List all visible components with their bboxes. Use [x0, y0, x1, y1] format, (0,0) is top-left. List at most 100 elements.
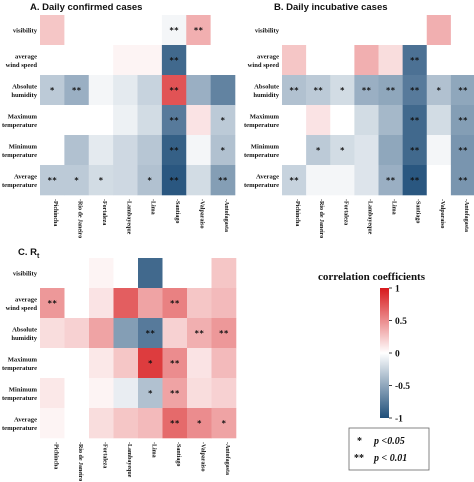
significance-mark: * — [148, 389, 153, 398]
significance-mark: * — [148, 359, 153, 368]
heatmap-cell — [426, 135, 452, 166]
heatmap-cell — [40, 105, 65, 136]
heatmap-cell — [282, 105, 307, 136]
heatmap-cell — [186, 15, 211, 46]
significance-mark: ** — [458, 86, 468, 95]
heatmap-cell — [210, 135, 236, 166]
row-label: average wind speed — [6, 53, 38, 69]
colorbar-tick-label: -0.5 — [395, 382, 410, 392]
column-label: -Santiago — [175, 442, 181, 466]
column-label: -Rio de Janeiro — [318, 199, 324, 238]
column-label: -Antofagasta — [224, 442, 230, 475]
colorbar-gradient — [380, 288, 389, 418]
heatmap-cell — [137, 105, 163, 136]
row-label: Average temperature — [244, 173, 279, 189]
row-label-line: average — [257, 53, 279, 60]
heatmap-cell — [40, 15, 65, 46]
significance-mark: * — [436, 86, 441, 95]
heatmap-cell — [210, 105, 236, 136]
significance-mark: ** — [410, 56, 420, 65]
row-label-line: temperature — [2, 182, 37, 189]
legend-text-1: p <0.05 — [373, 436, 405, 447]
heatmap-cell — [89, 348, 114, 379]
significance-mark: ** — [410, 116, 420, 125]
heatmap-cell — [113, 15, 138, 46]
heatmap-cell — [378, 165, 403, 196]
legend-text-2: p < 0.01 — [373, 453, 407, 464]
row-label: Maximum temperature — [2, 356, 38, 372]
heatmap-cell — [426, 165, 452, 196]
column-label: -Rio de Janeiro — [77, 442, 83, 481]
row-label-line: visibility — [13, 28, 38, 35]
heatmap-cell — [354, 15, 379, 46]
heatmap-cell — [64, 258, 90, 289]
heatmap-cell — [161, 45, 187, 76]
significance-mark: * — [221, 419, 226, 428]
heatmap-cell — [450, 75, 474, 106]
heatmap-cell — [40, 45, 65, 76]
significance-mark: ** — [386, 176, 396, 185]
heatmap-cell — [378, 105, 403, 136]
heatmap-cell — [113, 75, 138, 106]
row-label: visibility — [13, 28, 38, 35]
heatmap-cell — [40, 348, 65, 379]
column-label: -Fortaleza — [101, 442, 107, 468]
heatmap-cell — [210, 75, 236, 106]
column-label: -Valparaiso — [199, 442, 205, 471]
heatmap-cell — [306, 105, 331, 136]
significance-mark: * — [147, 176, 152, 185]
heatmap-panel: A. Daily confirmed cases** ***** ** **** ***… — [2, 2, 236, 238]
heatmap-cell — [402, 135, 428, 166]
significance-mark: ** — [169, 86, 179, 95]
heatmap-cell — [138, 348, 163, 379]
heatmap-cell — [88, 75, 114, 106]
heatmap-cell — [64, 318, 90, 349]
significance-mark: ** — [410, 146, 420, 155]
heatmap-cell — [113, 318, 139, 349]
panel-title: B. Daily incubative cases — [274, 2, 388, 13]
heatmap-cell — [113, 165, 138, 196]
row-label-line: visibility — [255, 28, 280, 35]
row-label-line: temperature — [2, 395, 37, 402]
row-label: Maximum temperature — [244, 113, 280, 129]
heatmap-cell — [64, 378, 90, 409]
significance-mark: ** — [169, 176, 179, 185]
panel-name: Daily confirmed cases — [42, 2, 142, 13]
panel-name: Daily incubative cases — [286, 2, 387, 13]
heatmap-cell — [354, 135, 379, 166]
row-label: Absolute humidity — [11, 326, 37, 342]
heatmap-cell — [210, 45, 236, 76]
row-label-line: wind speed — [6, 62, 38, 69]
column-label: -Rio de Janeiro — [77, 199, 83, 238]
heatmap-cell — [161, 15, 187, 46]
heatmap-cell — [211, 288, 237, 319]
heatmap-cell — [186, 105, 211, 136]
heatmap-cell — [282, 15, 307, 46]
heatmap-cell — [88, 15, 114, 46]
heatmap-cell — [89, 258, 114, 289]
heatmap-cell — [187, 258, 212, 289]
row-label-line: Absolute — [254, 83, 279, 90]
row-label: Minimum temperature — [244, 143, 280, 159]
row-label: Average temperature — [2, 416, 37, 432]
significance-mark: ** — [145, 329, 155, 338]
panel-name-subscript: t — [37, 253, 40, 260]
heatmap-cell — [64, 165, 90, 196]
colorbar: correlation coefficients 1 0.5 0 -0.5 -1 — [318, 271, 426, 425]
heatmap-cell — [186, 135, 211, 166]
heatmap-cell — [426, 15, 452, 46]
heatmap-cell — [330, 135, 355, 166]
heatmap-cell — [88, 105, 114, 136]
heatmap-cell — [137, 135, 163, 166]
row-label-line: Maximum — [250, 113, 280, 120]
significance-mark: ** — [313, 86, 323, 95]
row-label: average wind speed — [6, 296, 38, 312]
row-label: Average temperature — [2, 173, 37, 189]
heatmap-cell — [113, 45, 138, 76]
heatmap-cell — [40, 75, 65, 106]
heatmap-cell — [187, 378, 212, 409]
heatmap-cell — [64, 135, 90, 166]
heatmap-cell — [113, 348, 139, 379]
column-label: -Lambayeque — [126, 442, 132, 478]
significance-mark: ** — [169, 26, 179, 35]
